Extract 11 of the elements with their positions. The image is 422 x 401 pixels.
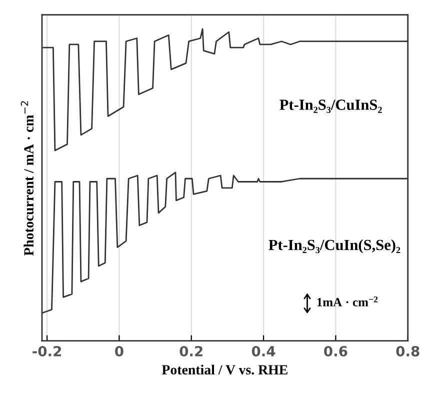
x-tick-label: 0.8 — [396, 346, 420, 356]
x-axis-title: Potential / V vs. RHE — [162, 364, 288, 375]
x-tick-label: 0.6 — [324, 346, 348, 356]
x-tick-label: -0.2 — [32, 346, 62, 356]
annotation: 1mA · cm$^{−2}$ — [317, 296, 378, 306]
y-axis-title: Photocurrent / mA · cm$^{−2}$ — [20, 101, 34, 256]
annotation: Pt-In₂S₃/CuInS₂ — [280, 100, 382, 113]
annotation: Pt-In₂S₃/CuIn(S,Se)₂ — [268, 239, 400, 254]
x-tick-label: 0 — [115, 346, 124, 356]
x-tick-label: 0.4 — [252, 346, 276, 356]
x-tick-label: 0.2 — [180, 346, 202, 356]
